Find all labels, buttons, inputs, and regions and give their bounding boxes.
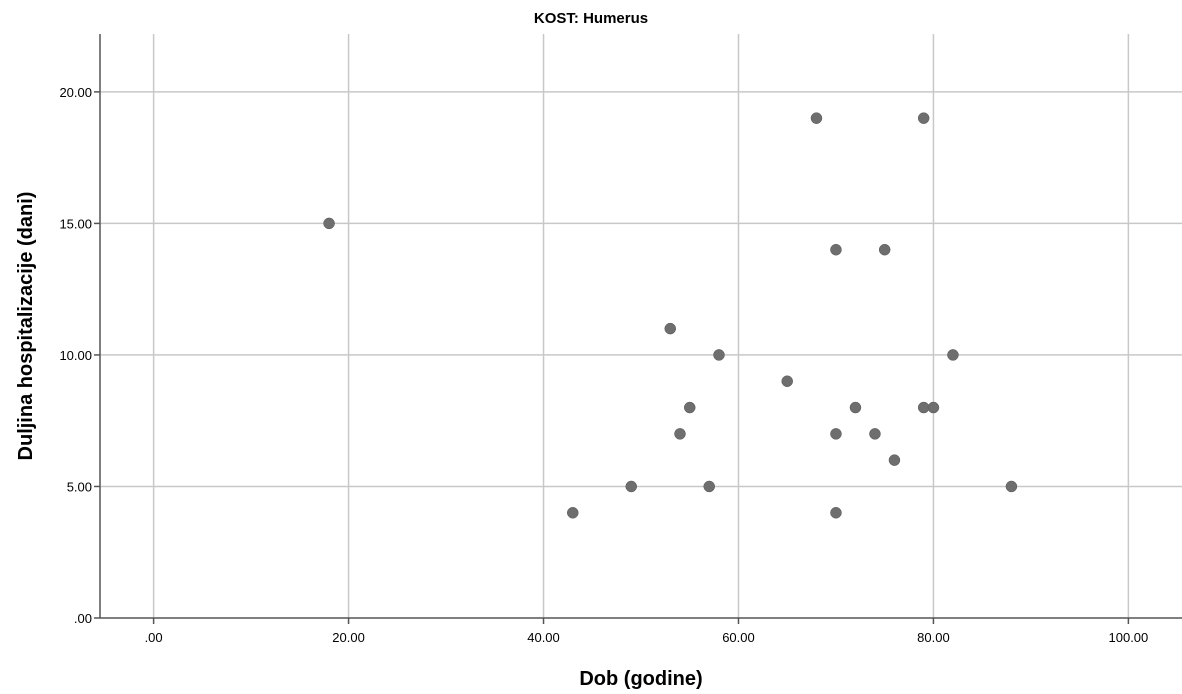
data-point [674, 428, 686, 440]
data-point [917, 112, 930, 124]
x-tick-label: 80.00 [917, 630, 950, 645]
axes [94, 34, 1182, 624]
y-tick-label: 10.00 [59, 348, 92, 363]
data-point [664, 322, 676, 335]
y-axis-label: Duljina hospitalizacije (dani) [15, 192, 37, 461]
data-point [927, 401, 940, 414]
data-point [947, 349, 959, 361]
data-point [625, 480, 638, 493]
data-point [567, 507, 579, 519]
data-point [830, 243, 842, 256]
data-point [713, 349, 725, 361]
x-tick-label: 40.00 [527, 630, 560, 645]
data-point [1005, 480, 1018, 493]
data-points [323, 112, 1018, 519]
y-tick-label: 20.00 [59, 85, 92, 100]
grid-lines [100, 34, 1182, 618]
data-point [888, 454, 901, 466]
data-point [810, 112, 823, 124]
data-point [878, 243, 891, 256]
x-tick-label: 20.00 [332, 630, 365, 645]
data-point [830, 428, 842, 440]
x-axis-label: Dob (godine) [579, 668, 702, 690]
x-tick-label: 60.00 [722, 630, 755, 645]
data-point [703, 480, 715, 493]
y-tick-label: 5.00 [67, 479, 92, 494]
x-tick-label: .00 [145, 630, 163, 645]
data-point [323, 217, 335, 230]
x-tick-label: 100.00 [1109, 630, 1149, 645]
data-point [830, 507, 842, 519]
y-tick-label: .00 [74, 611, 92, 626]
y-tick-label: 15.00 [59, 216, 92, 231]
data-point [849, 401, 862, 414]
data-point [781, 375, 793, 387]
data-point [869, 428, 881, 440]
tick-labels: .00 20.00 40.00 60.00 80.00 100.00 .00 5.00 10.0… [59, 85, 1148, 645]
data-point [683, 401, 696, 414]
data-point [917, 401, 930, 414]
chart-title: KOST: Humerus [534, 10, 648, 27]
